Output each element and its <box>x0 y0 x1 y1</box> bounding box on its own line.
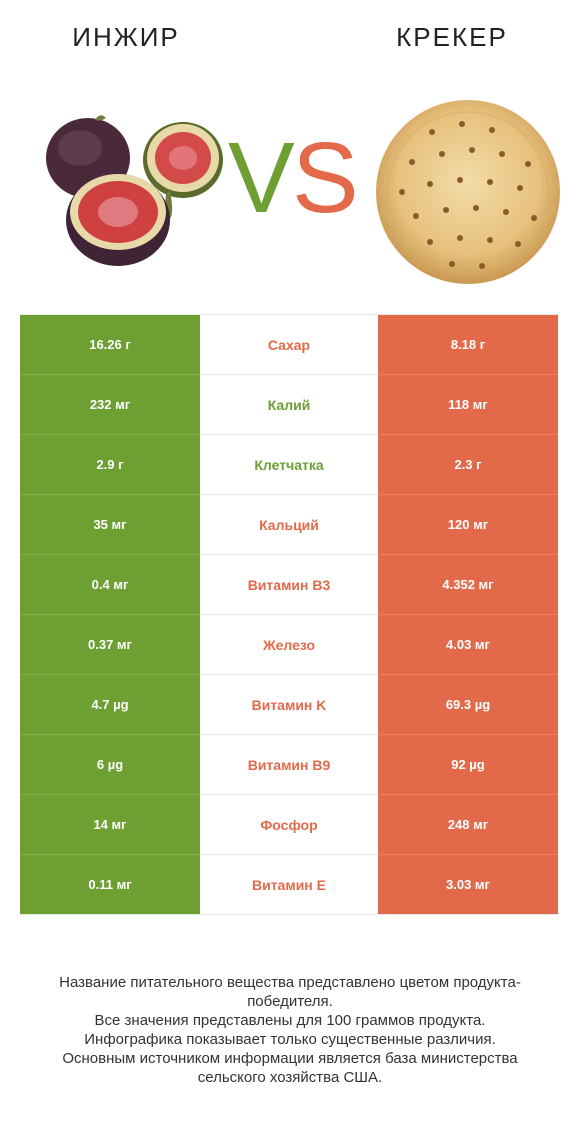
left-value-cell: 16.26 г <box>20 315 200 375</box>
table-row: 232 мг Калий 118 мг <box>20 375 558 435</box>
right-product-title: КРЕКЕР <box>396 22 508 52</box>
nutrient-name-cell: Сахар <box>200 315 378 374</box>
nutrient-name-cell: Витамин E <box>200 855 378 914</box>
footnote-line-3: Инфографика показывает только существенн… <box>84 1031 496 1048</box>
right-value-cell: 3.03 мг <box>378 855 558 914</box>
table-row: 35 мг Кальций 120 мг <box>20 495 558 555</box>
left-value-cell: 0.11 мг <box>20 855 200 914</box>
table-row: 4.7 µg Витамин K 69.3 µg <box>20 675 558 735</box>
left-product-title: ИНЖИР <box>72 22 180 52</box>
footnote-line-2: Все значения представлены для 100 граммо… <box>94 1012 486 1029</box>
right-value-cell: 69.3 µg <box>378 675 558 735</box>
nutrient-name-cell: Железо <box>200 615 378 674</box>
nutrient-name-cell: Фосфор <box>200 795 378 854</box>
table-row: 0.4 мг Витамин B3 4.352 мг <box>20 555 558 615</box>
left-value-cell: 232 мг <box>20 375 200 435</box>
left-value-cell: 4.7 µg <box>20 675 200 735</box>
nutrient-name-cell: Витамин B3 <box>200 555 378 614</box>
nutrient-name-cell: Кальций <box>200 495 378 554</box>
nutrient-name-cell: Витамин B9 <box>200 735 378 794</box>
table-row: 14 мг Фосфор 248 мг <box>20 795 558 855</box>
left-value-cell: 0.37 мг <box>20 615 200 675</box>
left-value-cell: 35 мг <box>20 495 200 555</box>
right-value-cell: 4.03 мг <box>378 615 558 675</box>
comparison-table: 16.26 г Сахар 8.18 г 232 мг Калий 118 мг 2.9 г… <box>20 314 558 915</box>
footnote-line-1: Название питательного вещества представл… <box>59 974 521 1010</box>
left-value-cell: 0.4 мг <box>20 555 200 615</box>
cracker-illustration <box>376 100 560 284</box>
footnote-line-4: Основным источником информации является … <box>62 1050 518 1086</box>
nutrient-name-cell: Витамин K <box>200 675 378 734</box>
footnote: Название питательного вещества представл… <box>30 973 550 1087</box>
right-value-cell: 2.3 г <box>378 435 558 495</box>
table-row: 0.37 мг Железо 4.03 мг <box>20 615 558 675</box>
nutrient-name-cell: Клетчатка <box>200 435 378 494</box>
table-row: 16.26 г Сахар 8.18 г <box>20 314 558 375</box>
nutrient-name-cell: Калий <box>200 375 378 434</box>
vs-letter-v: V <box>228 122 295 234</box>
right-value-cell: 248 мг <box>378 795 558 855</box>
table-row: 2.9 г Клетчатка 2.3 г <box>20 435 558 495</box>
right-value-cell: 8.18 г <box>378 315 558 375</box>
table-row: 6 µg Витамин B9 92 µg <box>20 735 558 795</box>
right-value-cell: 120 мг <box>378 495 558 555</box>
vs-letter-s: S <box>292 122 359 234</box>
left-value-cell: 6 µg <box>20 735 200 795</box>
left-value-cell: 14 мг <box>20 795 200 855</box>
right-value-cell: 118 мг <box>378 375 558 435</box>
fig-illustration <box>46 115 223 266</box>
table-row: 0.11 мг Витамин E 3.03 мг <box>20 855 558 915</box>
right-value-cell: 92 µg <box>378 735 558 795</box>
left-value-cell: 2.9 г <box>20 435 200 495</box>
right-value-cell: 4.352 мг <box>378 555 558 615</box>
